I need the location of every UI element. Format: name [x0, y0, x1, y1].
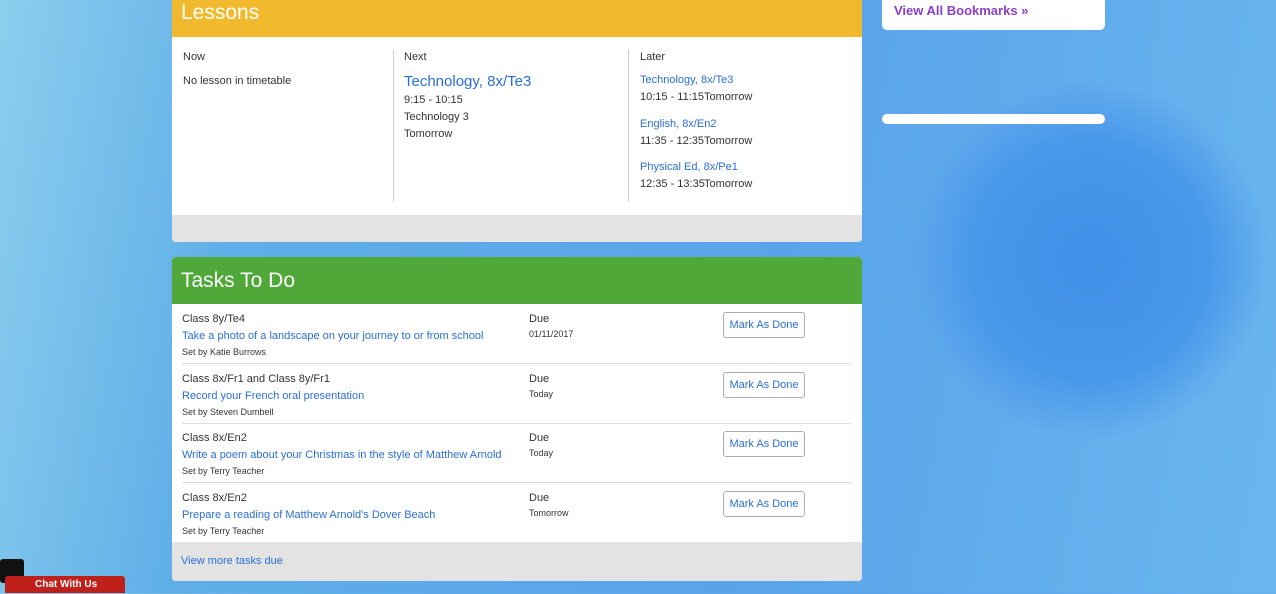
due-date: 01/11/2017	[529, 329, 574, 339]
task-link[interactable]: Write a poem about your Christmas in the…	[182, 449, 502, 461]
row-divider	[182, 422, 851, 424]
bookmarks-box: View All Bookmarks »	[882, 0, 1105, 30]
next-day: Tomorrow	[404, 128, 453, 140]
row-divider	[182, 363, 851, 364]
later-day: Tomorrow	[704, 134, 753, 147]
task-setter: Set by Terry Teacher	[182, 466, 265, 476]
next-time: 9:15 - 10:15	[404, 94, 463, 106]
row-divider	[182, 482, 851, 483]
due-label: Due	[529, 372, 550, 385]
later-time: 10:15 - 11:15	[640, 91, 705, 103]
divider	[393, 50, 394, 202]
task-link[interactable]: Record your French oral presentation	[182, 389, 365, 402]
task-link[interactable]: Prepare a reading of Matthew Arnold's Do…	[182, 508, 436, 521]
now-text: No lesson in timetable	[183, 75, 292, 87]
task-class: Class 8y/Te4	[182, 313, 245, 325]
task-class: Class 8x/En2	[182, 491, 247, 504]
task-setter: Set by Steven Dumbell	[182, 406, 274, 417]
later-lesson-link[interactable]: Technology, 8x/Te3	[640, 74, 734, 86]
later-day: Tomorrow	[704, 91, 753, 103]
sidebar-bar	[882, 114, 1105, 124]
lessons-title: Lessons	[172, 0, 862, 37]
later-lesson-link[interactable]: Physical Ed, 8x/Pe1	[640, 161, 738, 173]
tasks-title: Tasks To Do	[172, 257, 862, 304]
next-lesson-link[interactable]: Technology, 8x/Te3	[404, 73, 532, 90]
later-day: Tomorrow	[704, 178, 753, 190]
later-time: 11:35 - 12:35	[640, 134, 705, 147]
due-label: Due	[529, 313, 550, 325]
later-lesson-link[interactable]: English, 8x/En2	[640, 117, 717, 130]
later-time: 12:35 - 13:35	[640, 178, 705, 190]
task-setter: Set by Terry Teacher	[182, 525, 265, 536]
next-room: Technology 3	[404, 111, 469, 123]
mark-done-button[interactable]: Mark As Done	[723, 312, 805, 338]
later-label: Later	[640, 51, 666, 63]
next-label: Next	[404, 51, 427, 63]
divider	[628, 50, 629, 202]
due-label: Due	[529, 491, 550, 504]
task-link[interactable]: Take a photo of a landscape on your jour…	[182, 330, 484, 342]
panel-footer	[172, 215, 862, 242]
tasks-panel: Tasks To Do Class 8y/Te4 Take a photo of …	[172, 257, 862, 581]
mark-done-button[interactable]: Mark As Done	[723, 490, 805, 517]
lessons-panel: Lessons Now No lesson in timetable Next …	[172, 0, 862, 242]
mark-done-button[interactable]: Mark As Done	[723, 371, 805, 398]
chat-button[interactable]: Chat With Us	[5, 576, 125, 593]
now-label: Now	[183, 51, 206, 63]
due-label: Due	[529, 432, 550, 444]
view-more-link[interactable]: View more tasks due	[181, 555, 283, 567]
due-date: Today	[529, 448, 554, 458]
panel-footer: View more tasks due	[172, 542, 862, 581]
view-bookmarks-link[interactable]: View All Bookmarks »	[894, 3, 1029, 18]
due-date: Tomorrow	[529, 507, 569, 518]
task-class: Class 8x/En2	[182, 432, 247, 444]
task-class: Class 8x/Fr1 and Class 8y/Fr1	[182, 372, 330, 385]
task-setter: Set by Katie Burrows	[182, 347, 267, 357]
due-date: Today	[529, 388, 554, 399]
mark-done-button[interactable]: Mark As Done	[723, 431, 805, 457]
